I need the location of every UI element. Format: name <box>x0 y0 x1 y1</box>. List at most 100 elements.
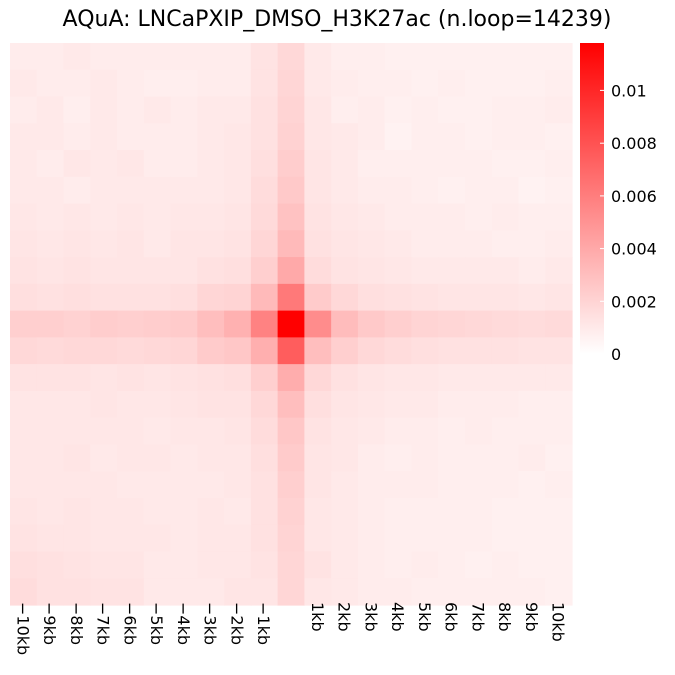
heatmap-cell <box>465 284 492 311</box>
heatmap-cell <box>278 391 305 418</box>
heatmap-cell <box>438 391 465 418</box>
heatmap-cell <box>144 70 171 97</box>
heatmap-cell <box>224 498 251 525</box>
heatmap-cell <box>197 391 224 418</box>
heatmap-cell <box>492 418 519 445</box>
heatmap-cell <box>10 311 37 338</box>
heatmap-cell <box>545 551 572 578</box>
heatmap-cell <box>411 97 438 124</box>
heatmap-cell <box>171 551 198 578</box>
heatmap-cell <box>411 123 438 150</box>
heatmap-cell <box>385 471 412 498</box>
heatmap-cell <box>465 123 492 150</box>
heatmap-cell <box>37 444 64 471</box>
heatmap-cell <box>304 364 331 391</box>
heatmap-cell <box>438 204 465 231</box>
heatmap-cell <box>197 150 224 177</box>
heatmap-cell <box>197 418 224 445</box>
heatmap-cell <box>465 70 492 97</box>
heatmap-cell <box>64 525 91 552</box>
heatmap-cell <box>411 551 438 578</box>
x-tick-label: −8kb <box>67 602 86 645</box>
heatmap-cell <box>171 311 198 338</box>
heatmap-cell <box>224 284 251 311</box>
x-tick-label: 8kb <box>495 602 514 632</box>
heatmap-cell <box>197 177 224 204</box>
heatmap-cell <box>411 204 438 231</box>
heatmap-cell <box>518 418 545 445</box>
heatmap-cell <box>518 471 545 498</box>
heatmap-cell <box>278 471 305 498</box>
heatmap-cell <box>224 418 251 445</box>
heatmap-cell <box>331 204 358 231</box>
heatmap-cell <box>518 551 545 578</box>
heatmap-cell <box>10 498 37 525</box>
colorbar <box>580 43 604 354</box>
heatmap-cell <box>10 150 37 177</box>
heatmap-cell <box>90 97 117 124</box>
heatmap-cell <box>90 471 117 498</box>
heatmap-cell <box>411 43 438 70</box>
heatmap-cell <box>197 284 224 311</box>
heatmap-cell <box>90 70 117 97</box>
heatmap-cell <box>385 525 412 552</box>
heatmap-cell <box>278 551 305 578</box>
heatmap-cell <box>304 123 331 150</box>
heatmap-cell <box>224 525 251 552</box>
heatmap-cell <box>64 551 91 578</box>
heatmap-cell <box>224 551 251 578</box>
heatmap-cell <box>117 150 144 177</box>
x-tick-label: −7kb <box>94 602 113 645</box>
x-tick-label: 6kb <box>442 602 461 632</box>
heatmap-cell <box>251 284 278 311</box>
heatmap-cell <box>278 43 305 70</box>
heatmap-cell <box>438 230 465 257</box>
heatmap-cell <box>144 204 171 231</box>
heatmap-cell <box>518 525 545 552</box>
heatmap-cell <box>251 551 278 578</box>
heatmap-cell <box>224 70 251 97</box>
heatmap-cell <box>518 391 545 418</box>
heatmap-cell <box>465 204 492 231</box>
heatmap-cell <box>385 364 412 391</box>
heatmap-cell <box>358 498 385 525</box>
heatmap-cell <box>224 204 251 231</box>
heatmap-cell <box>10 43 37 70</box>
heatmap-cell <box>37 311 64 338</box>
heatmap-cell <box>144 471 171 498</box>
heatmap-cell <box>492 444 519 471</box>
heatmap-cell <box>304 498 331 525</box>
heatmap-cell <box>144 391 171 418</box>
heatmap-cell <box>251 498 278 525</box>
heatmap-cell <box>90 123 117 150</box>
heatmap-cell <box>358 97 385 124</box>
heatmap-cell <box>465 97 492 124</box>
heatmap-cell <box>492 43 519 70</box>
heatmap-cell <box>144 257 171 284</box>
heatmap-cell <box>251 471 278 498</box>
heatmap-cell <box>251 337 278 364</box>
heatmap-cell <box>518 364 545 391</box>
heatmap-cell <box>545 177 572 204</box>
heatmap-cell <box>90 257 117 284</box>
heatmap-cell <box>224 337 251 364</box>
x-tick-label: 5kb <box>415 602 434 632</box>
heatmap-cell <box>224 471 251 498</box>
heatmap-cell <box>385 337 412 364</box>
heatmap-cell <box>224 364 251 391</box>
heatmap-cell <box>117 311 144 338</box>
heatmap-cell <box>278 150 305 177</box>
heatmap-cell <box>171 418 198 445</box>
heatmap-cell <box>545 123 572 150</box>
heatmap-cell <box>117 230 144 257</box>
heatmap-cell <box>64 257 91 284</box>
heatmap-cell <box>197 498 224 525</box>
heatmap-cell <box>385 391 412 418</box>
heatmap-cell <box>197 97 224 124</box>
heatmap-cell <box>278 498 305 525</box>
heatmap-cell <box>438 551 465 578</box>
heatmap-cell <box>64 43 91 70</box>
heatmap-cell <box>197 257 224 284</box>
heatmap-cell <box>438 177 465 204</box>
heatmap-cell <box>331 123 358 150</box>
